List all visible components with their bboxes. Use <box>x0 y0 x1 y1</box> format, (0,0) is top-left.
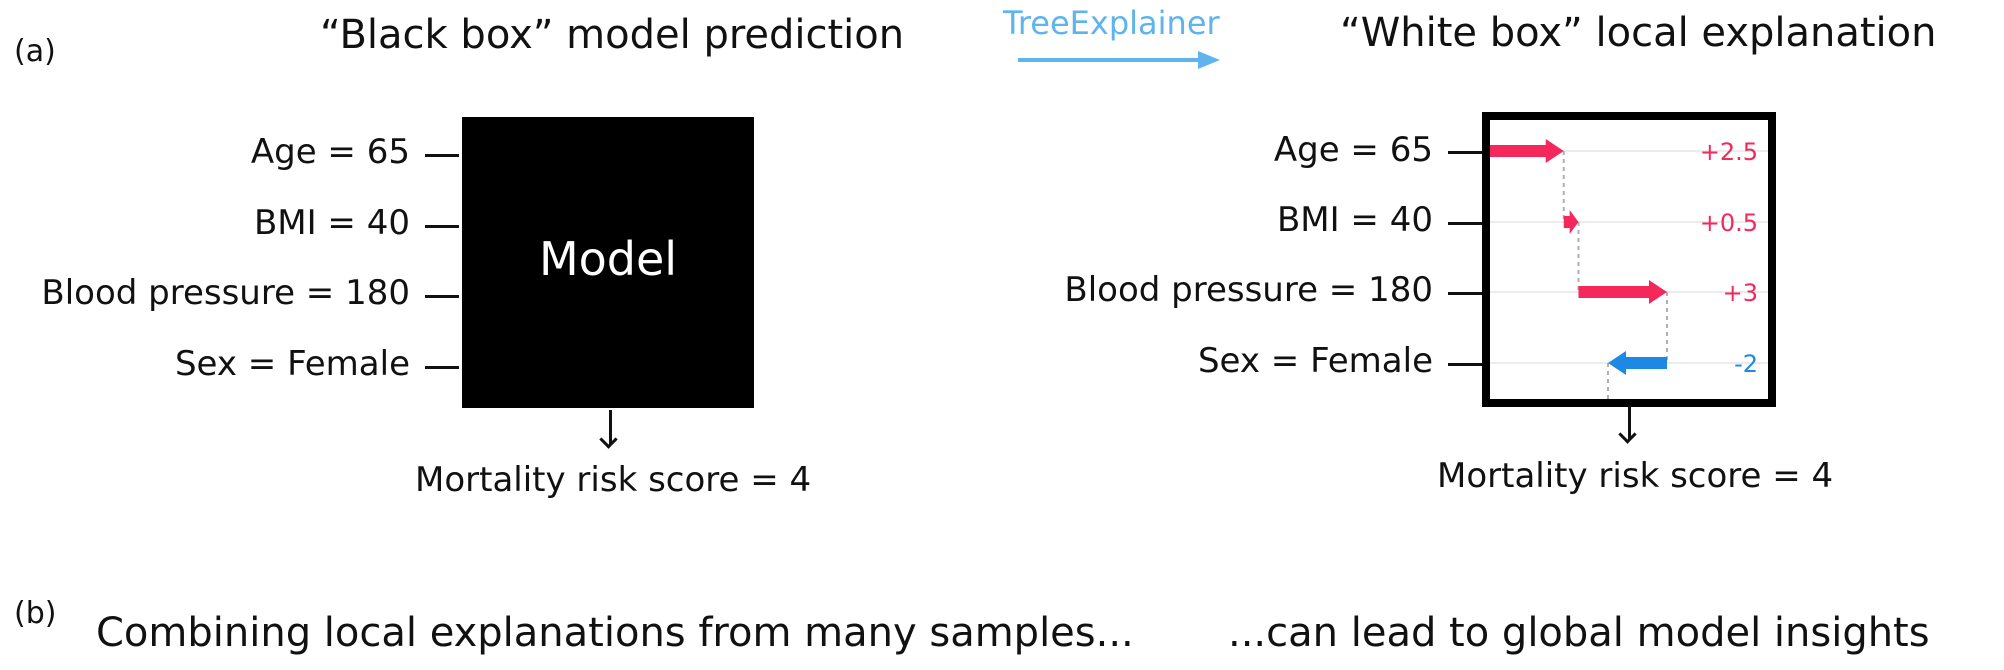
output-arrow-left <box>609 410 612 444</box>
feature-label-bmi-left: BMI = 40 <box>253 203 410 243</box>
input-line-bp-right <box>1448 292 1482 295</box>
connector-guides <box>1562 151 1668 403</box>
contribution-value-label: +0.5 <box>1700 209 1758 237</box>
output-text-right: Mortality risk score = 4 <box>1437 456 1834 496</box>
input-line-age-right <box>1448 151 1482 154</box>
panel-b-right-heading: ...can lead to global model insights <box>1228 610 1930 656</box>
output-text-left: Mortality risk score = 4 <box>415 460 812 500</box>
contribution-arrows <box>1490 139 1667 375</box>
input-line-age-left <box>425 154 459 157</box>
contribution-arrow <box>1490 139 1564 163</box>
input-line-bmi-left <box>425 225 459 228</box>
tree-explainer-label: TreeExplainer <box>1003 4 1220 42</box>
contribution-arrow <box>1608 351 1667 375</box>
panel-a-label: (a) <box>14 34 56 69</box>
black-box-title: “Black box” model prediction <box>320 12 905 58</box>
input-line-sex-right <box>1448 363 1482 366</box>
feature-label-age-right: Age = 65 <box>1273 130 1433 170</box>
feature-label-bp-left: Blood pressure = 180 <box>41 273 410 313</box>
tree-explainer-arrow <box>1018 51 1220 69</box>
white-box-title: “White box” local explanation <box>1340 10 1937 56</box>
contribution-value-label: +2.5 <box>1700 138 1758 166</box>
feature-label-bmi-right: BMI = 40 <box>1276 200 1433 240</box>
panel-b-label: (b) <box>14 596 57 631</box>
input-line-sex-left <box>425 366 459 369</box>
feature-label-age-left: Age = 65 <box>250 132 410 172</box>
feature-label-bp-right: Blood pressure = 180 <box>1064 270 1433 310</box>
contribution-value-label: -2 <box>1734 350 1758 378</box>
panel-b-left-heading: Combining local explanations from many s… <box>96 610 1134 656</box>
input-line-bmi-right <box>1448 222 1482 225</box>
contribution-labels: +2.5 +0.5 +3 -2 <box>1700 138 1758 378</box>
contribution-value-label: +3 <box>1723 279 1758 307</box>
input-line-bp-left <box>425 295 459 298</box>
black-box-model: Model <box>462 117 754 408</box>
contribution-arrow <box>1563 210 1579 234</box>
output-arrow-right <box>1628 405 1631 439</box>
feature-label-sex-left: Sex = Female <box>174 344 410 384</box>
white-box-frame <box>1482 112 1776 407</box>
model-label: Model <box>538 232 678 286</box>
feature-label-sex-right: Sex = Female <box>1197 341 1433 381</box>
contribution-arrow <box>1578 280 1667 304</box>
